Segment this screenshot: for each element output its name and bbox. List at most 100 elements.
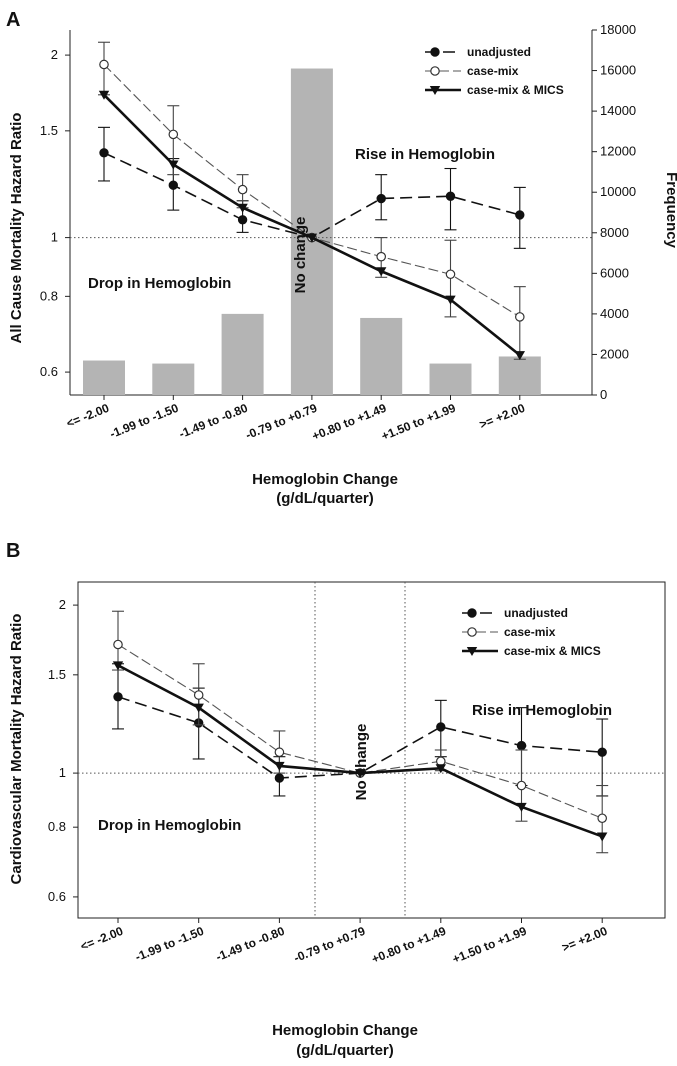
p1-case-mix-mics-point [597, 832, 608, 842]
p0-unadjusted-point [445, 191, 456, 201]
p0-annotation-drop: Drop in Hemoglobin [88, 275, 231, 292]
p1-case-mix-mics-point [354, 769, 366, 779]
p1-unadjusted-point [516, 740, 527, 751]
p1-case-mix-mics-point [274, 761, 285, 771]
p1-x-tick-label: +0.80 to +1.49 [370, 924, 449, 967]
panel-b-plot: 0.6 0.8 1 1.5 2 <= -2.00 -1.99 to -1.50 -1.49 t… [48, 581, 666, 967]
panel-a-y2label: Frequency [663, 172, 677, 249]
p1-annotation-no-change: No change [353, 724, 370, 801]
p1-legend: unadjusted case-mix case-mix & MICS [462, 606, 601, 658]
p1-legend-label-unadjusted: unadjusted [504, 606, 568, 620]
p0-legend-marker-unadjusted [430, 47, 440, 57]
p0-case-mix-mics-point [445, 295, 456, 305]
p0-legend-label-unadjusted: unadjusted [467, 45, 531, 59]
p0-x-tick-label: -1.99 to -1.50 [108, 401, 181, 441]
p0-unadjusted-point [237, 215, 248, 225]
p0-annotation-rise: Rise in Hemoglobin [355, 146, 495, 163]
panel-a-letter: A [6, 9, 20, 31]
p0-y-tick-label: 2 [51, 47, 58, 62]
p0-y2-tick-label: 16000 [600, 63, 636, 78]
p0-x-tick-label: >= +2.00 [477, 401, 527, 432]
p0-unadjusted-point [168, 180, 179, 190]
p1-y-tick-label: 0.8 [48, 819, 66, 834]
p0-case-mix-mics-point [98, 90, 110, 100]
p0-x-tick-label: +1.50 to +1.99 [379, 401, 458, 444]
p1-y-tick-label: 2 [59, 597, 66, 612]
p0-case-mix-mics-point [168, 160, 179, 170]
panel-a-xlabel-line1: Hemoglobin Change [252, 471, 398, 488]
p0-case-mix-mics-point [376, 267, 387, 277]
p0-legend-marker-case-mix-mics [429, 86, 441, 95]
p1-case-mix-point [113, 639, 123, 650]
p1-case-mix-point [435, 756, 446, 767]
p0-y2-tick-label: 12000 [600, 144, 636, 159]
p0-case-mix-point [376, 251, 386, 262]
panel-a-ylabel: All Cause Mortality Hazard Ratio [8, 113, 25, 344]
p1-legend-label-case-mix-mics: case-mix & MICS [504, 644, 601, 658]
p0-y2-tick-label: 2000 [600, 346, 629, 361]
p1-x-tick-label: >= +2.00 [560, 924, 610, 955]
p0-frequency-bar [429, 363, 472, 395]
p0-y2-tick-label: 4000 [600, 306, 629, 321]
p0-legend-label-case-mix: case-mix [467, 64, 519, 78]
p1-unadjusted-point [113, 692, 123, 702]
panel-b-ylabel: Cardiovascular Mortality Hazard Ratio [8, 614, 25, 885]
p0-frequency-bar [152, 363, 195, 395]
p0-y-tick-label: 1.5 [40, 123, 58, 138]
p1-unadjusted-point [436, 722, 446, 732]
p0-x-tick-label: -0.79 to +0.79 [244, 401, 320, 442]
p0-x-tick-label: -1.49 to -0.80 [177, 401, 250, 441]
p1-x-tick-label: -1.99 to -1.50 [133, 924, 206, 964]
p1-plot-frame [77, 581, 666, 919]
p0-case-mix-mics-point [306, 233, 318, 243]
p0-x-tick-label: <= -2.00 [64, 401, 111, 431]
p1-case-mix-mics-point [435, 764, 446, 774]
p0-y-tick-label: 0.8 [40, 288, 58, 303]
p0-case-mix-mics-point [514, 351, 525, 361]
p1-y-tick-label: 1 [59, 765, 66, 780]
p1-y-tick-label: 0.6 [48, 889, 66, 904]
p0-legend-label-case-mix-mics: case-mix & MICS [467, 83, 564, 97]
p0-case-mix-point [445, 269, 456, 280]
p1-legend-marker-case-mix-mics [466, 647, 478, 656]
p0-y-tick-label: 0.6 [40, 364, 58, 379]
p1-legend-marker-case-mix [467, 627, 477, 637]
p1-case-mix-mics-point [112, 661, 124, 671]
p0-case-mix-mics-point [237, 203, 248, 213]
p1-unadjusted-point [274, 773, 285, 783]
p0-x-tick-label: +0.80 to +1.49 [310, 401, 389, 444]
p1-x-tick-label: -1.49 to -0.80 [214, 924, 287, 964]
panel-b-xlabel-line1: Hemoglobin Change [272, 1022, 418, 1039]
panel-a-xlabel-line2: (g/dL/quarter) [276, 490, 374, 507]
p0-y2-tick-label: 10000 [600, 184, 636, 199]
p0-legend: unadjusted case-mix case-mix & MICS [425, 45, 564, 97]
p0-y2-tick-label: 14000 [600, 103, 636, 118]
p1-case-mix-mics-point [193, 703, 204, 713]
p1-case-mix-mics-point [516, 802, 527, 812]
p0-unadjusted-point [376, 193, 386, 204]
p0-y2-tick-label: 8000 [600, 225, 629, 240]
p0-case-mix-point [237, 184, 248, 195]
p0-unadjusted-point [99, 148, 109, 158]
p1-legend-label-case-mix: case-mix [504, 625, 556, 639]
p1-x-tick-label: -0.79 to +0.79 [292, 924, 368, 965]
p0-y2-tick-label: 18000 [600, 22, 636, 37]
p1-x-tick-label: +1.50 to +1.99 [450, 924, 529, 967]
p0-case-mix-point [514, 312, 525, 322]
p0-annotation-no-change: No change [292, 217, 309, 294]
p1-annotation-drop: Drop in Hemoglobin [98, 817, 241, 834]
p1-unadjusted-point [597, 747, 607, 757]
p1-case-mix-point [597, 813, 607, 824]
p0-unadjusted-point [515, 210, 525, 220]
p1-x-tick-label: <= -2.00 [78, 924, 125, 954]
panel-b-xlabel-line2: (g/dL/quarter) [296, 1042, 394, 1059]
panel-b-letter: B [6, 540, 20, 562]
p0-frequency-bar [221, 313, 264, 395]
p0-case-mix-point [99, 59, 109, 70]
p0-frequency-bar [360, 317, 403, 395]
p1-case-mix-point [193, 690, 204, 700]
p1-y-tick-label: 1.5 [48, 667, 66, 682]
panel-a-plot: 0 2000 4000 6000 8000 10000 12000 14000 16000 180… [40, 22, 636, 443]
